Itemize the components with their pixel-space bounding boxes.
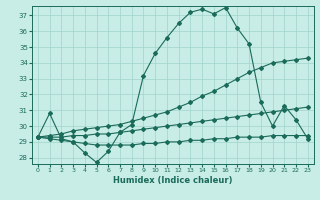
X-axis label: Humidex (Indice chaleur): Humidex (Indice chaleur) — [113, 176, 233, 185]
